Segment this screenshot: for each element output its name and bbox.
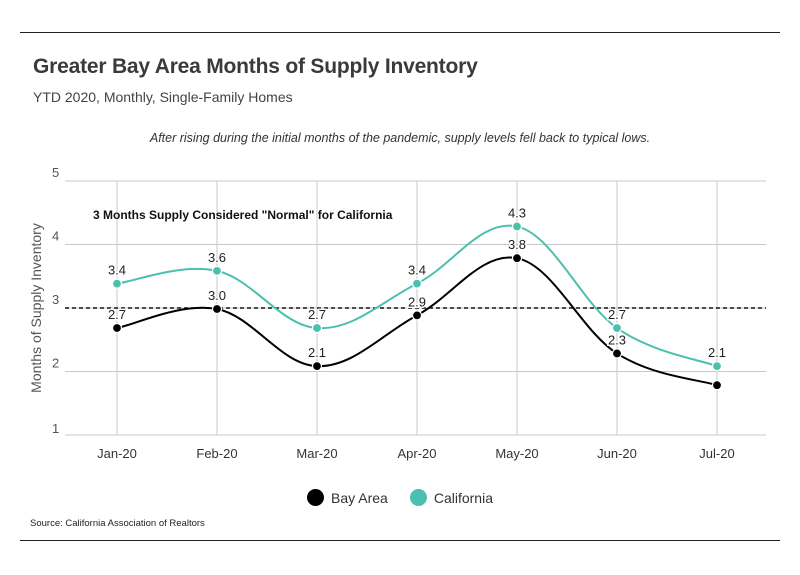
x-tick-label: Feb-20 (196, 446, 237, 461)
x-tick-label: May-20 (495, 446, 538, 461)
chart-annotation: After rising during the initial months o… (149, 131, 651, 145)
data-label-bay-area: 2.7 (108, 307, 126, 322)
data-point-california (511, 221, 523, 232)
chart-title: Greater Bay Area Months of Supply Invent… (33, 55, 478, 78)
legend-swatch-bay-area (307, 489, 325, 506)
data-point-california (611, 322, 623, 334)
legend-swatch-california (409, 489, 427, 506)
data-label-california: 3.4 (408, 263, 426, 278)
data-point-california (111, 278, 123, 289)
data-label-bay-area: 2.1 (308, 345, 326, 360)
data-point-california (711, 361, 723, 372)
data-label-california: 2.7 (608, 307, 626, 322)
y-tick-label: 2 (52, 356, 59, 371)
x-tick-label: Mar-20 (296, 446, 337, 461)
top-rule (20, 32, 780, 33)
data-label-bay-area: 3.0 (208, 288, 226, 303)
data-point-bay-area (511, 253, 523, 264)
y-tick-label: 4 (52, 229, 59, 244)
bottom-rule (20, 540, 780, 541)
data-point-bay-area (111, 322, 123, 334)
source-note: Source: California Association of Realto… (30, 518, 205, 529)
reference-line-label: 3 Months Supply Considered "Normal" for … (93, 208, 393, 222)
x-tick-label: Jul-20 (699, 446, 734, 461)
data-point-bay-area (211, 303, 223, 315)
legend-label-bay-area: Bay Area (331, 489, 388, 506)
legend-item-california: California (409, 489, 493, 506)
data-label-bay-area: 2.9 (408, 294, 426, 309)
y-tick-label: 1 (52, 421, 59, 436)
data-label-california: 2.1 (708, 345, 726, 360)
x-tick-label: Jun-20 (597, 446, 637, 461)
x-tick-label: Apr-20 (397, 446, 436, 461)
data-label-california: 3.4 (108, 263, 126, 278)
legend-label-california: California (433, 489, 493, 506)
data-label-bay-area: 2.3 (608, 332, 626, 347)
x-tick-label: Jan-20 (97, 446, 137, 461)
y-tick-label: 5 (52, 165, 59, 180)
data-point-bay-area (611, 348, 623, 359)
data-label-california: 2.7 (308, 307, 326, 322)
y-tick-label: 3 (52, 292, 59, 307)
data-point-bay-area (411, 310, 423, 321)
chart-subtitle: YTD 2020, Monthly, Single-Family Homes (33, 89, 293, 105)
chart-legend: Bay Area California (0, 489, 800, 506)
data-point-bay-area (311, 361, 323, 372)
data-label-california: 4.3 (508, 205, 526, 220)
data-label-california: 3.6 (208, 250, 226, 265)
data-point-california (211, 265, 223, 276)
data-point-california (311, 322, 323, 334)
y-axis-title: Months of Supply Inventory (28, 223, 44, 393)
legend-item-bay-area: Bay Area (307, 489, 388, 506)
data-label-bay-area: 3.8 (508, 237, 526, 252)
data-point-california (411, 278, 423, 289)
data-point-bay-area (711, 380, 723, 391)
